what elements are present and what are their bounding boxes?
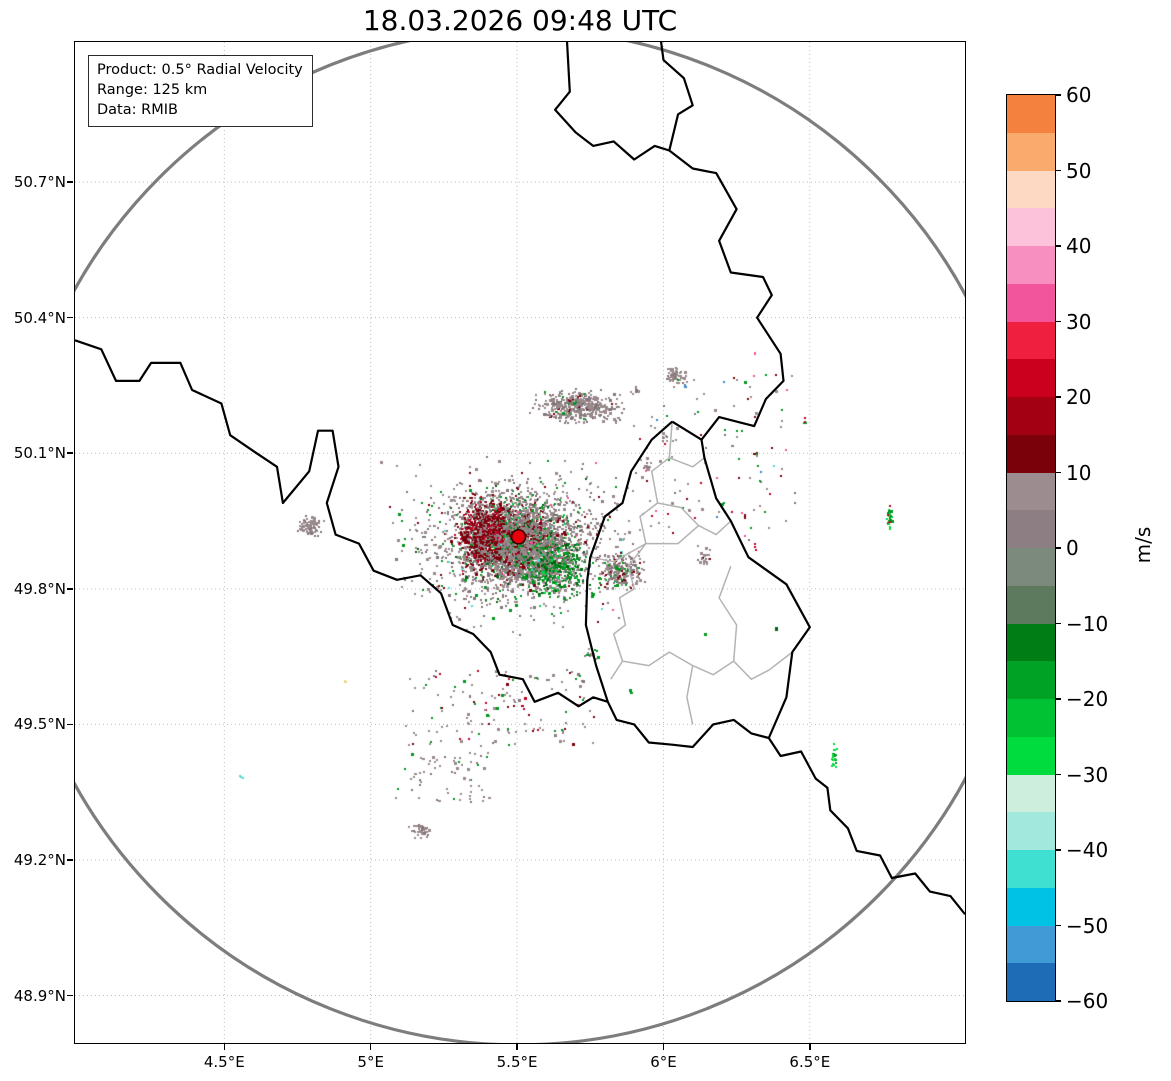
colorbar-band	[1007, 850, 1055, 888]
y-tick-label: 49.5°N	[13, 715, 66, 734]
info-source: Data: RMIB	[97, 102, 178, 118]
colorbar-band	[1007, 585, 1055, 624]
colorbar-tickmark	[1055, 698, 1061, 700]
y-tickmark	[67, 994, 73, 997]
colorbar-tickmark	[1055, 924, 1061, 927]
colorbar-band	[1007, 246, 1055, 284]
x-tickmark	[809, 1044, 811, 1050]
regional-border	[657, 502, 700, 527]
x-tick-label: 6.5°E	[789, 1053, 831, 1071]
colorbar-tick-label: −20	[1066, 687, 1109, 711]
colorbar-tick-label: 10	[1066, 460, 1092, 485]
x-tick-label: 4.5°E	[203, 1053, 245, 1071]
colorbar-tick-label: −30	[1066, 762, 1109, 787]
colorbar-tick-label: −10	[1066, 611, 1109, 636]
colorbar-tickmark	[1055, 773, 1061, 776]
colorbar-band	[1007, 661, 1055, 699]
colorbar	[1006, 94, 1056, 1002]
colorbar-tick-label: 0	[1066, 536, 1079, 560]
map-plot-area: Product: 0.5° Radial Velocity Range: 125…	[74, 41, 966, 1044]
y-tickmark	[67, 588, 73, 590]
x-tickmark	[516, 1044, 518, 1050]
colorbar-band	[1007, 699, 1055, 737]
colorbar-band	[1007, 623, 1055, 662]
colorbar-tickmark	[1055, 245, 1061, 247]
national-border	[75, 339, 609, 708]
national-border	[554, 42, 694, 161]
colorbar-tickmark	[1055, 169, 1061, 172]
regional-border	[622, 651, 793, 680]
colorbar-tickmark	[1055, 849, 1061, 851]
colorbar-band	[1007, 321, 1055, 360]
colorbar-tick-label: 60	[1066, 83, 1092, 107]
national-border	[767, 737, 965, 915]
info-range: Range: 125 km	[97, 82, 208, 98]
regional-border	[590, 542, 647, 563]
colorbar-tick-label: 20	[1066, 385, 1092, 409]
colorbar-tickmark	[1055, 471, 1061, 474]
y-tickmark	[67, 181, 73, 183]
colorbar-band	[1007, 812, 1055, 850]
colorbar-band	[1007, 208, 1055, 246]
colorbar-tick-label: 40	[1066, 234, 1092, 258]
colorbar-band	[1007, 397, 1055, 435]
colorbar-tickmark	[1055, 1000, 1061, 1002]
colorbar-band	[1007, 359, 1055, 397]
x-tickmark	[223, 1044, 226, 1050]
y-tickmark	[67, 723, 73, 726]
y-tick-label: 48.9°N	[13, 986, 66, 1005]
info-product: Product: 0.5° Radial Velocity	[97, 62, 303, 78]
national-border	[584, 420, 811, 749]
y-tick-label: 50.1°N	[13, 444, 66, 463]
figure-title: 18.03.2026 09:48 UTC	[362, 4, 678, 37]
colorbar-tickmark	[1055, 622, 1061, 625]
y-tickmark	[67, 452, 73, 454]
colorbar-band	[1007, 963, 1055, 1001]
regional-border	[686, 665, 694, 725]
colorbar-tickmark	[1055, 396, 1061, 398]
x-tick-label: 5°E	[357, 1053, 384, 1071]
colorbar-tick-label: −60	[1066, 989, 1109, 1013]
national-border	[668, 149, 785, 441]
info-box: Product: 0.5° Radial Velocity Range: 125…	[88, 55, 313, 127]
colorbar-band	[1007, 434, 1055, 473]
colorbar-band	[1007, 925, 1055, 964]
regional-border	[610, 421, 673, 680]
x-tick-label: 6°E	[650, 1053, 677, 1071]
x-tickmark	[369, 1044, 372, 1050]
radar-location-marker	[510, 529, 527, 545]
map-overlay	[75, 42, 965, 1043]
regional-border	[669, 457, 705, 468]
colorbar-tick-label: 50	[1066, 158, 1092, 183]
colorbar-band	[1007, 283, 1055, 322]
colorbar-band	[1007, 472, 1055, 511]
colorbar-tick-label: 30	[1066, 309, 1092, 334]
colorbar-band	[1007, 736, 1055, 775]
colorbar-tickmark	[1055, 320, 1061, 323]
y-tick-label: 50.7°N	[13, 173, 66, 192]
colorbar-band	[1007, 510, 1055, 548]
colorbar-tickmark	[1055, 547, 1061, 549]
x-tick-label: 5.5°E	[496, 1053, 538, 1071]
y-tickmark	[67, 316, 73, 319]
colorbar-band	[1007, 548, 1055, 586]
colorbar-tickmark	[1055, 94, 1061, 96]
y-tick-label: 50.4°N	[13, 308, 66, 327]
y-tickmark	[67, 859, 73, 861]
colorbar-band	[1007, 132, 1055, 171]
colorbar-tick-label: −50	[1066, 913, 1109, 938]
colorbar-band	[1007, 774, 1055, 813]
y-tick-label: 49.8°N	[13, 579, 66, 598]
colorbar-tick-label: −40	[1066, 838, 1109, 862]
colorbar-band	[1007, 95, 1055, 133]
regional-border	[645, 520, 732, 545]
x-tickmark	[662, 1044, 665, 1050]
regional-border	[718, 565, 738, 662]
y-tick-label: 49.2°N	[13, 850, 66, 869]
colorbar-unit-label: m/s	[1131, 526, 1155, 564]
colorbar-band	[1007, 887, 1055, 926]
colorbar-band	[1007, 170, 1055, 209]
